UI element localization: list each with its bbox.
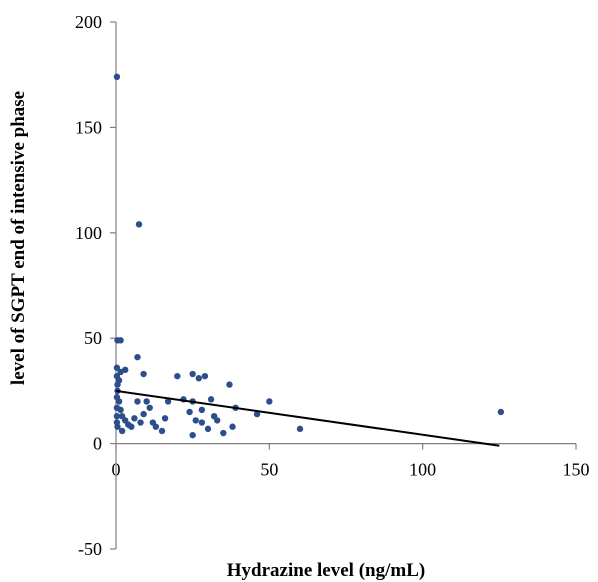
data-point <box>143 398 150 405</box>
data-point <box>189 370 196 378</box>
data-point <box>115 398 123 405</box>
data-point <box>226 381 233 388</box>
data-point <box>497 408 505 416</box>
data-point <box>253 410 261 418</box>
data-point <box>189 431 196 439</box>
data-point <box>140 370 147 378</box>
y-tick-label: 50 <box>84 328 102 348</box>
y-tick-label: 0 <box>93 434 102 454</box>
x-tick-label: 100 <box>409 460 436 480</box>
trendline <box>115 389 500 447</box>
data-point <box>114 423 121 430</box>
data-point <box>146 404 153 411</box>
x-tick-label: 150 <box>563 460 590 480</box>
data-point <box>114 381 121 388</box>
data-point <box>117 337 124 344</box>
data-point <box>192 417 199 424</box>
data-point <box>164 398 172 405</box>
data-point <box>135 221 143 228</box>
data-points <box>113 73 505 439</box>
data-point <box>220 429 227 437</box>
data-point <box>210 412 218 420</box>
data-point <box>113 73 121 81</box>
y-tick-label: -50 <box>78 539 102 559</box>
data-point <box>134 398 141 405</box>
y-axis-title: level of SGPT end of intensive phase <box>8 91 29 385</box>
data-point <box>161 415 169 422</box>
data-point <box>198 406 206 414</box>
data-point <box>266 398 273 405</box>
data-point <box>204 425 212 433</box>
data-point <box>117 406 124 414</box>
data-point <box>229 423 236 430</box>
x-axis-title: Hydrazine level (ng/mL) <box>227 560 425 581</box>
data-point <box>128 423 135 430</box>
data-point <box>134 353 141 361</box>
data-point <box>174 372 181 380</box>
y-tick-labels: -50 0 50 100 150 200 <box>75 12 102 559</box>
data-point <box>207 396 215 403</box>
data-point <box>137 419 144 426</box>
data-point <box>122 366 129 374</box>
data-point <box>113 412 121 420</box>
y-tick-label: 200 <box>75 12 102 32</box>
data-point <box>152 423 160 430</box>
data-point <box>195 375 202 382</box>
data-point <box>296 425 304 433</box>
data-point <box>113 364 121 371</box>
y-tick-marks <box>110 21 116 550</box>
y-tick-label: 150 <box>75 117 102 137</box>
x-tick-label: 50 <box>260 460 278 480</box>
data-point <box>158 427 166 435</box>
x-tick-marks <box>115 443 577 450</box>
data-point <box>122 417 129 424</box>
data-point <box>198 419 206 426</box>
data-point <box>118 427 126 435</box>
data-point <box>201 372 209 380</box>
data-point <box>131 415 138 422</box>
data-point <box>140 410 147 418</box>
y-tick-label: 100 <box>75 223 102 243</box>
data-point <box>186 408 193 416</box>
